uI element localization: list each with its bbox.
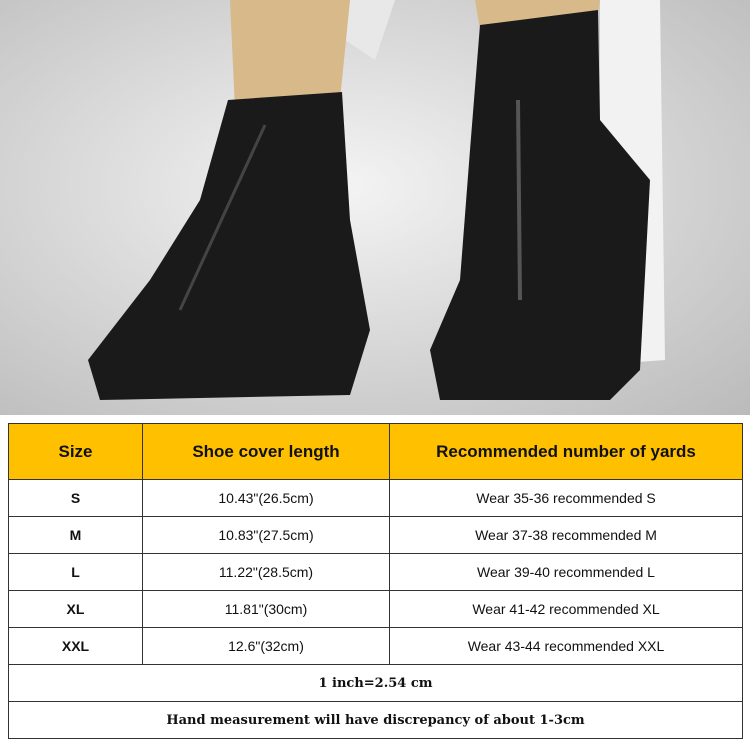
header-size: Size: [8, 423, 143, 480]
length-cell: 10.83"(27.5cm): [142, 516, 390, 554]
conversion-note: 1 inch=2.54 cm: [8, 664, 743, 702]
size-chart: Size Shoe cover length Recommended numbe…: [8, 423, 743, 739]
recommend-cell: Wear 41-42 recommended XL: [389, 590, 743, 628]
length-cell: 11.81"(30cm): [142, 590, 390, 628]
size-cell: S: [8, 479, 143, 517]
recommend-cell: Wear 35-36 recommended S: [389, 479, 743, 517]
recommend-cell: Wear 43-44 recommended XXL: [389, 627, 743, 665]
table-header-row: Size Shoe cover length Recommended numbe…: [8, 423, 743, 480]
table-row: XL 11.81"(30cm) Wear 41-42 recommended X…: [8, 590, 743, 628]
table-row: L 11.22"(28.5cm) Wear 39-40 recommended …: [8, 553, 743, 591]
measurement-note: Hand measurement will have discrepancy o…: [8, 701, 743, 739]
table-row: XXL 12.6"(32cm) Wear 43-44 recommended X…: [8, 627, 743, 665]
length-cell: 12.6"(32cm): [142, 627, 390, 665]
header-recommend: Recommended number of yards: [389, 423, 743, 480]
length-cell: 10.43"(26.5cm): [142, 479, 390, 517]
left-shoe-cover: [88, 92, 370, 400]
size-cell: M: [8, 516, 143, 554]
recommend-cell: Wear 37-38 recommended M: [389, 516, 743, 554]
note-row: Hand measurement will have discrepancy o…: [8, 701, 743, 739]
product-photo: [0, 0, 750, 415]
header-length: Shoe cover length: [142, 423, 390, 480]
size-cell: L: [8, 553, 143, 591]
size-cell: XXL: [8, 627, 143, 665]
size-cell: XL: [8, 590, 143, 628]
note-row: 1 inch=2.54 cm: [8, 664, 743, 702]
table-row: M 10.83"(27.5cm) Wear 37-38 recommended …: [8, 516, 743, 554]
right-shoe-cover: [430, 10, 650, 400]
length-cell: 11.22"(28.5cm): [142, 553, 390, 591]
table-row: S 10.43"(26.5cm) Wear 35-36 recommended …: [8, 479, 743, 517]
recommend-cell: Wear 39-40 recommended L: [389, 553, 743, 591]
